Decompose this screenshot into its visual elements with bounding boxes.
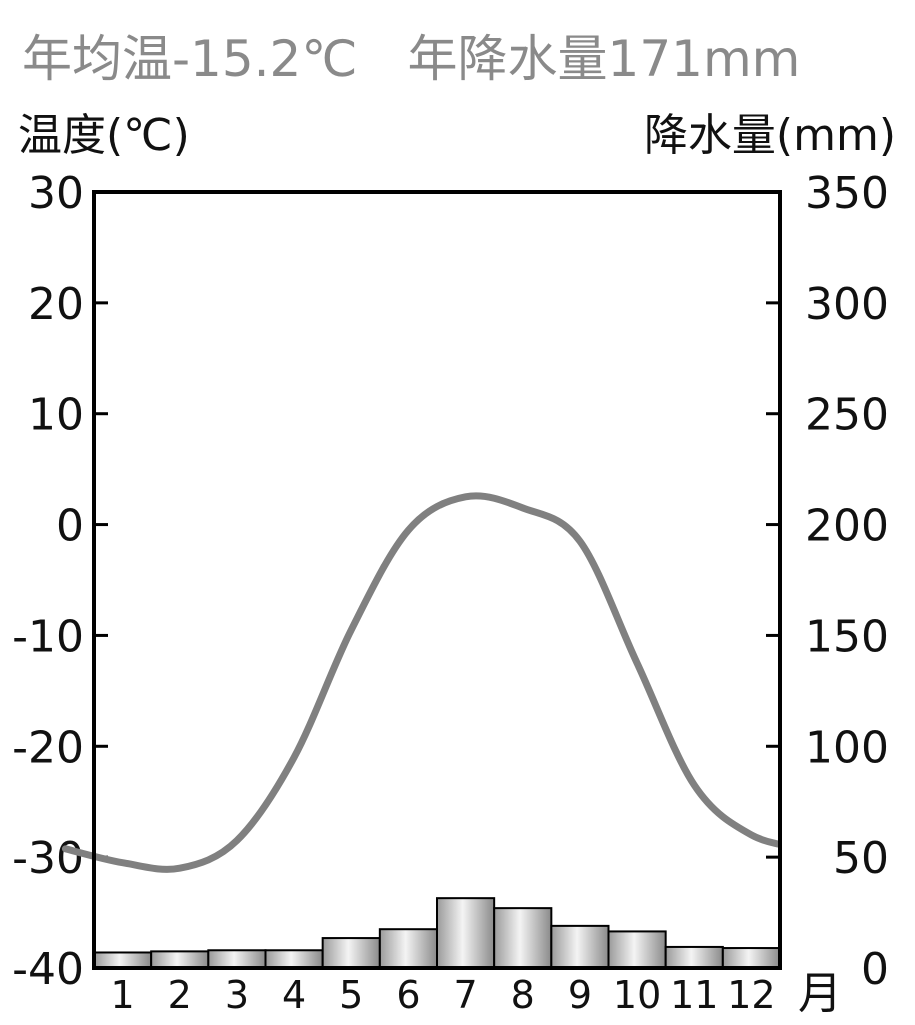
x-tick-label: 6 xyxy=(396,973,420,1017)
y-left-tick-label: 0 xyxy=(56,501,84,552)
chart-title: 年均温-15.2℃ 年降水量171mm xyxy=(22,30,800,88)
y-right-tick-label: 100 xyxy=(805,722,889,773)
y-left-tick-label: 20 xyxy=(28,279,84,330)
precipitation-bar xyxy=(664,945,724,969)
precipitation-bar xyxy=(150,950,210,969)
y-left-axis-title: 温度(℃) xyxy=(18,110,190,161)
y-right-tick-label: 0 xyxy=(861,944,889,995)
x-axis: 1 2 3 4 5 6 7 8 9 10 11 12 xyxy=(110,973,775,1017)
x-tick-label: 7 xyxy=(453,973,477,1017)
precipitation-bar xyxy=(378,928,439,970)
y-right-axis: 350 300 250 200 150 100 50 0 xyxy=(766,168,889,995)
y-left-tick-label: 30 xyxy=(28,168,84,219)
x-tick-label: 2 xyxy=(168,973,192,1017)
temperature-line xyxy=(61,492,780,873)
x-axis-unit: 月 xyxy=(798,968,842,1019)
y-left-tick-label: -20 xyxy=(12,722,84,773)
y-right-tick-label: 50 xyxy=(833,833,889,884)
precipitation-bar xyxy=(207,949,267,970)
x-tick-label: 4 xyxy=(282,973,306,1017)
x-tick-label: 5 xyxy=(339,973,363,1017)
precipitation-bar xyxy=(321,937,381,969)
y-right-tick-label: 250 xyxy=(805,390,889,441)
precipitation-bar xyxy=(550,924,610,969)
precipitation-bar xyxy=(264,949,324,970)
x-tick-label: 12 xyxy=(727,973,775,1017)
y-right-tick-label: 150 xyxy=(805,611,889,662)
temperature-line-layer xyxy=(61,492,780,873)
y-left-tick-label: -40 xyxy=(12,944,84,995)
y-left-tick-label: -30 xyxy=(12,833,84,884)
precipitation-bar xyxy=(93,951,153,969)
precipitation-bar xyxy=(436,897,496,969)
x-tick-label: 3 xyxy=(225,973,249,1017)
x-tick-label: 1 xyxy=(110,973,134,1017)
y-left-axis: 30 20 10 0 -10 -20 -30 -40 xyxy=(12,168,108,995)
precipitation-bar xyxy=(607,930,667,969)
y-right-tick-label: 300 xyxy=(805,279,889,330)
x-tick-label: 11 xyxy=(670,973,718,1017)
plot-frame xyxy=(92,190,782,970)
precipitation-bars xyxy=(93,897,781,970)
x-tick-label: 10 xyxy=(613,973,661,1017)
y-right-axis-title: 降水量(mm) xyxy=(644,110,896,161)
y-right-tick-label: 350 xyxy=(805,168,889,219)
y-right-tick-label: 200 xyxy=(805,501,889,552)
precipitation-bar xyxy=(721,947,781,970)
precipitation-bar xyxy=(493,907,553,970)
x-tick-label: 9 xyxy=(568,973,592,1017)
x-tick-label: 8 xyxy=(511,973,535,1017)
y-left-tick-label: -10 xyxy=(12,611,84,662)
y-left-tick-label: 10 xyxy=(28,390,84,441)
